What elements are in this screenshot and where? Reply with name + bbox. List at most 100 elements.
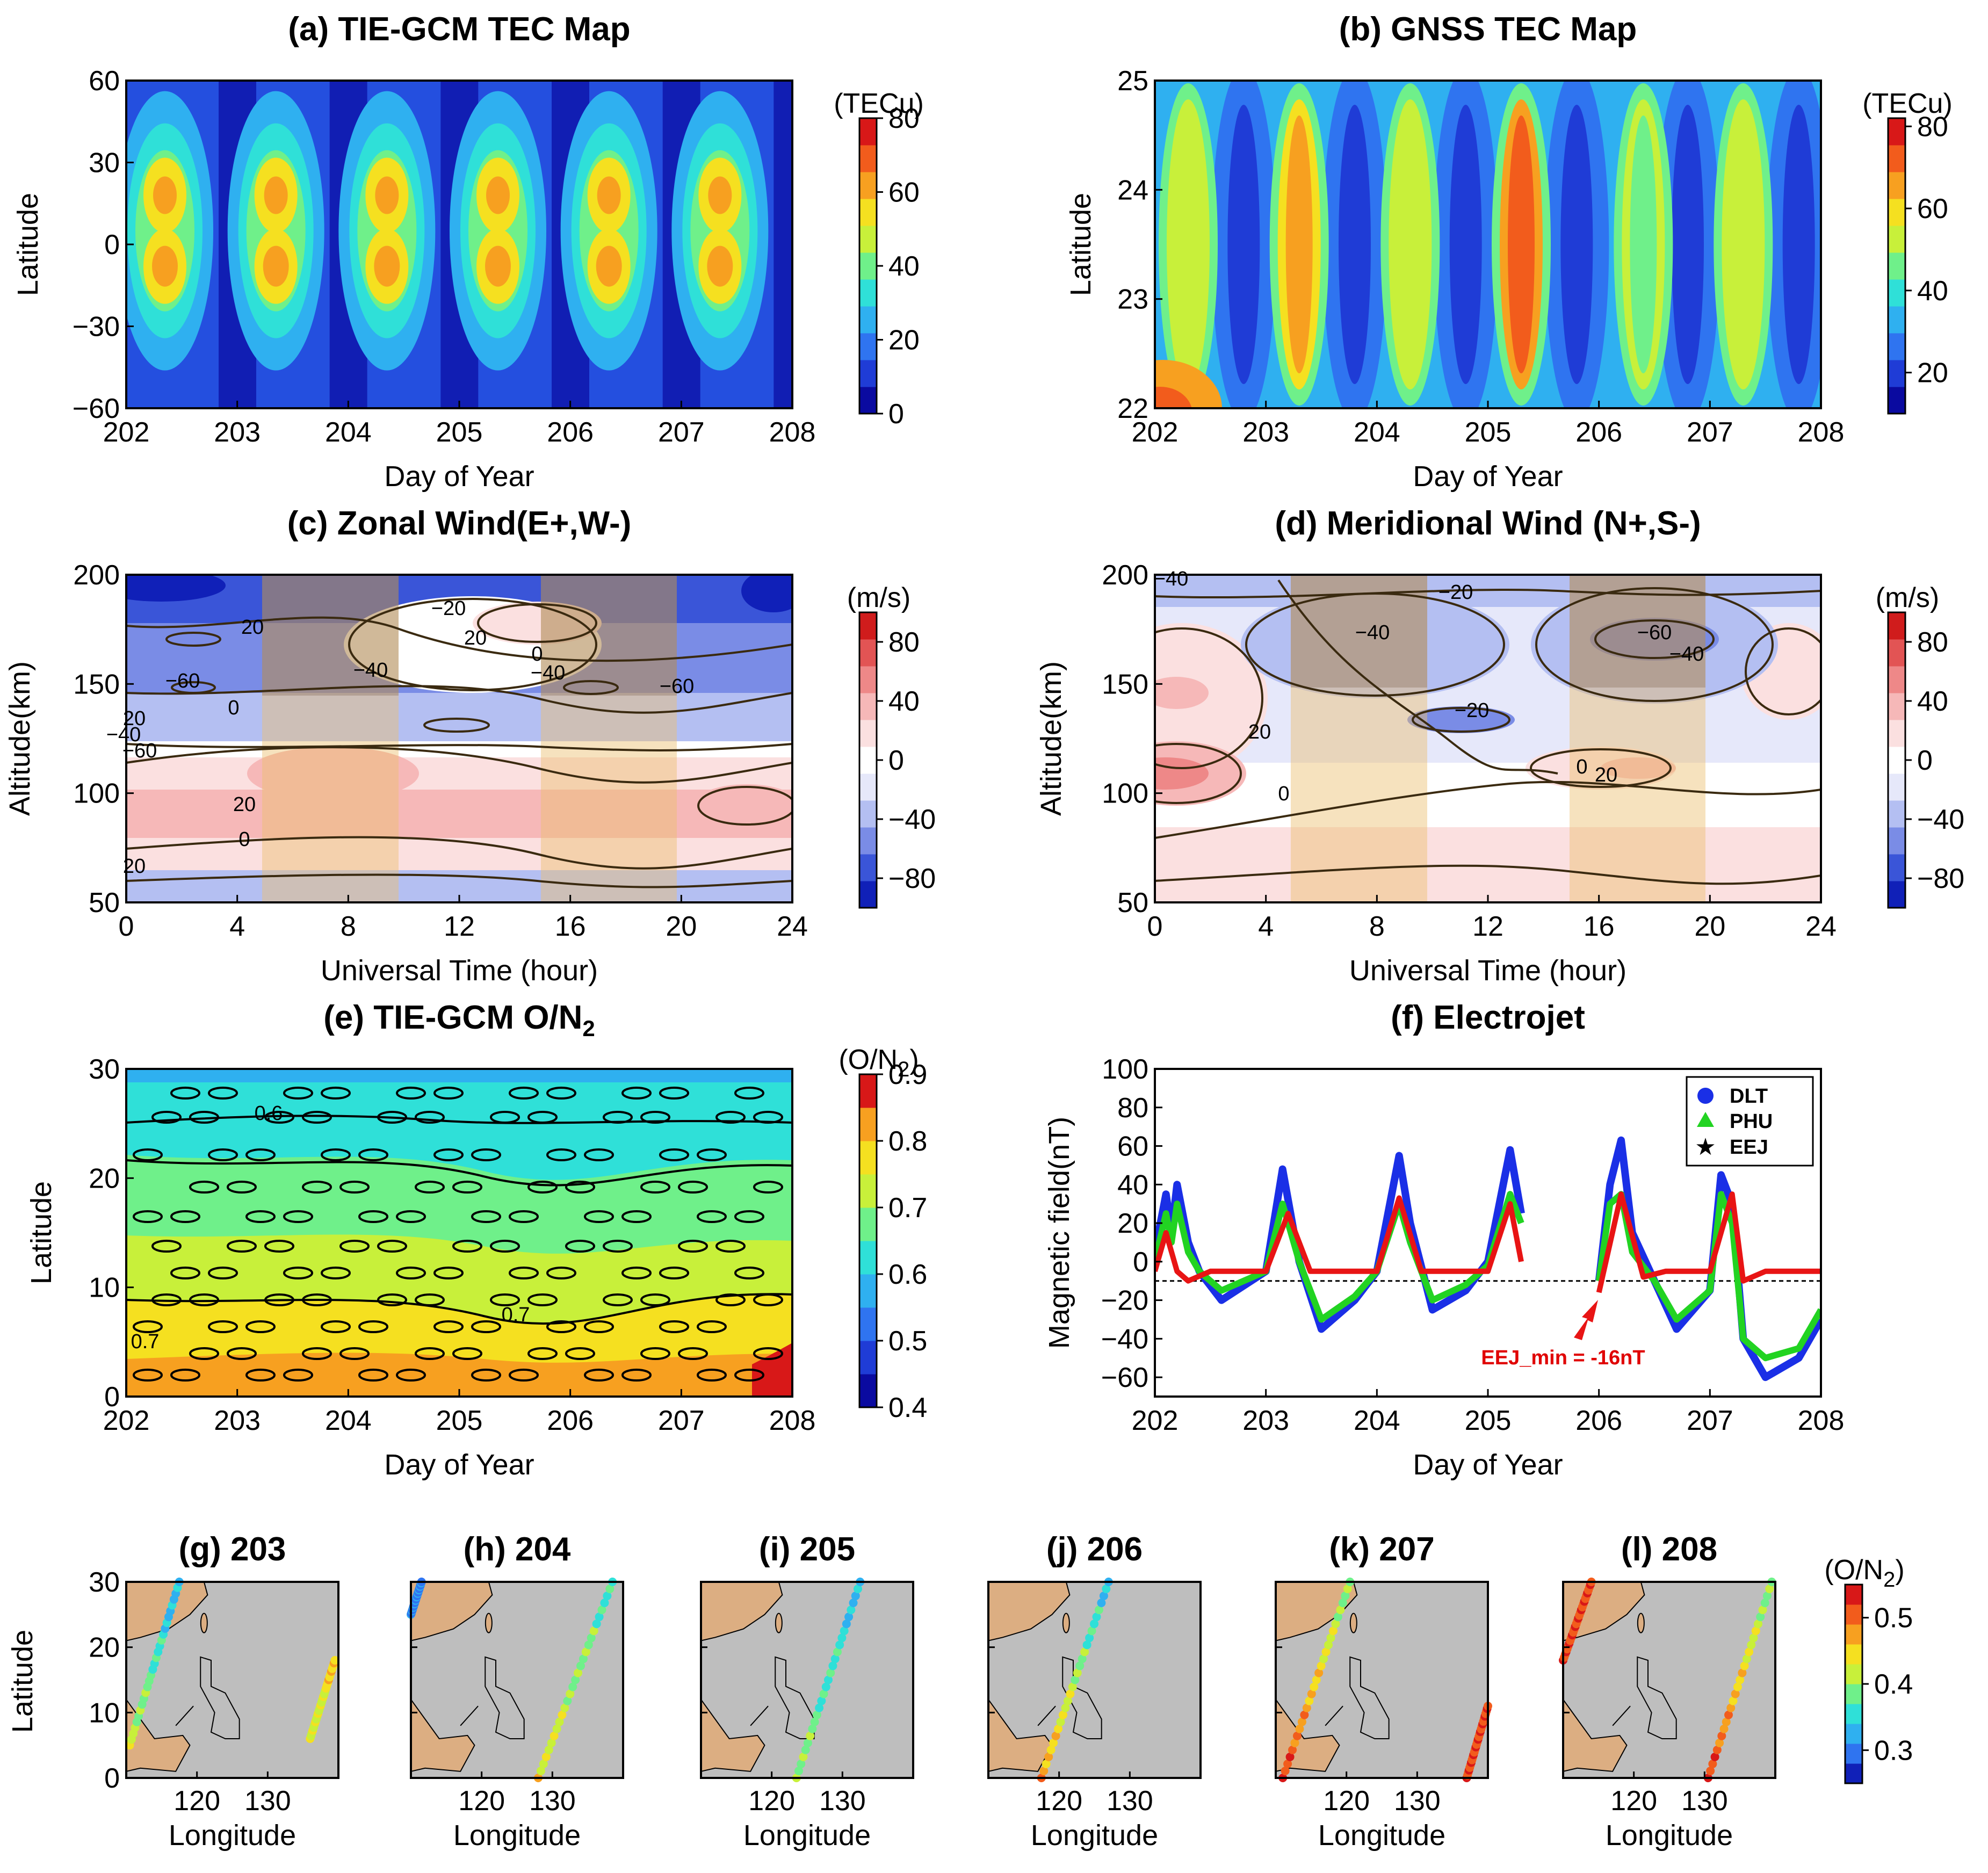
contour-oval <box>339 1240 370 1253</box>
y-tick-label: 30 <box>89 148 120 179</box>
map-land-taiwan <box>1637 1612 1645 1633</box>
panel-e-contour-labels: 0.6 0.7 0.7 <box>131 1102 530 1353</box>
track-point <box>1726 1703 1736 1712</box>
contour-label: −40 <box>353 659 388 682</box>
contour-oval <box>490 1240 520 1253</box>
legend-eej-label: EEJ <box>1730 1136 1768 1159</box>
x-tick-label: 120 <box>1323 1785 1370 1817</box>
colorbar-segment <box>1888 279 1905 307</box>
colorbar-segment <box>859 1174 877 1208</box>
track-point <box>1747 1640 1756 1650</box>
contour-oval <box>640 1181 670 1194</box>
track-point <box>1054 1724 1063 1733</box>
contour-oval <box>678 1181 708 1194</box>
track-point <box>571 1675 580 1684</box>
colorbar-segment <box>1888 145 1905 172</box>
y-tick-label: 30 <box>89 1054 120 1085</box>
contour-oval <box>452 1181 482 1194</box>
contour-oval <box>527 1181 558 1194</box>
colorbar-unit: (O/N2) <box>1824 1554 1904 1592</box>
contour-oval <box>377 1293 407 1306</box>
panel-f-series <box>1155 1136 1821 1382</box>
track-point <box>821 1682 830 1691</box>
y-tick-label: 150 <box>73 669 120 700</box>
legend-phu-marker <box>1697 1112 1714 1127</box>
colorbar-segment <box>1888 387 1905 414</box>
map-xlabel: Longitude <box>1606 1819 1733 1852</box>
contour-oval <box>509 1267 539 1279</box>
contour-oval <box>621 1087 652 1100</box>
track-point <box>1042 1759 1051 1768</box>
track-point <box>579 1654 588 1664</box>
contour-oval <box>509 1369 539 1382</box>
contour-oval <box>245 1320 276 1333</box>
colorbar-segment <box>859 612 877 640</box>
map-xlabel: Longitude <box>1318 1819 1445 1852</box>
map-panel-title: (g) 203 <box>179 1531 286 1568</box>
colorbar-segment <box>1888 252 1905 280</box>
colorbar-tick-label: 80 <box>888 103 920 134</box>
maps-ylabel: Latitude <box>6 1630 39 1733</box>
colorbar-segment <box>859 279 877 307</box>
tec-blob <box>374 245 400 287</box>
track-point <box>1310 1682 1319 1691</box>
y-tick-label: 20 <box>1117 1208 1148 1239</box>
y-tick-label: 10 <box>89 1272 120 1304</box>
track-point <box>558 1710 567 1719</box>
track-point <box>600 1599 609 1608</box>
track-point <box>817 1696 826 1705</box>
panel-f: (f) Electrojet DLT PHU ★ EEJ EEJ_min = -… <box>1043 999 1844 1481</box>
track-point <box>1080 1647 1089 1657</box>
x-tick-label: 203 <box>1242 417 1289 448</box>
contour-label: 20 <box>464 627 487 649</box>
x-tick-label: 120 <box>458 1785 505 1817</box>
y-tick-label: 80 <box>1117 1093 1148 1124</box>
colorbar-tick-label: 0.5 <box>1874 1603 1913 1634</box>
track-point <box>595 1612 604 1622</box>
track-point <box>603 1592 612 1601</box>
contour-label: −60 <box>122 740 157 762</box>
map-land-china <box>1275 1581 1358 1641</box>
panel-d-colorbar: −80 −40 0 40 80 (m/s) <box>1876 582 1964 909</box>
contour-oval <box>546 1267 576 1279</box>
contour-oval <box>471 1148 501 1161</box>
panel-a-xlabel: Day of Year <box>384 460 534 493</box>
colorbar-segment <box>859 1307 877 1341</box>
track-point <box>587 1633 596 1643</box>
contour-oval <box>527 1293 558 1306</box>
panel-d: (d) Meridional Wind (N+,S-) <box>1035 505 1964 987</box>
contour-oval <box>753 1181 783 1194</box>
colorbar-segment <box>1888 226 1905 253</box>
contour-oval <box>659 1267 689 1279</box>
map-frame <box>1275 1581 1489 1779</box>
contour-oval <box>452 1240 482 1253</box>
colorbar-unit: (m/s) <box>1876 582 1939 613</box>
night-trough-core <box>1782 105 1815 384</box>
track-point <box>1075 1661 1085 1670</box>
track-point <box>833 1647 842 1657</box>
contour-oval <box>471 1210 501 1223</box>
unit-main: (O/N <box>1824 1554 1883 1586</box>
contour-oval <box>396 1210 426 1223</box>
contour-label: 0 <box>1576 756 1587 778</box>
x-tick-label: 205 <box>436 1405 483 1436</box>
contour-oval <box>659 1087 689 1100</box>
contour-oval <box>659 1148 689 1161</box>
contour-oval <box>189 1293 219 1306</box>
map-outline-philippines <box>1349 1656 1390 1739</box>
contour-oval <box>189 1181 219 1194</box>
x-tick-label: 208 <box>1798 1405 1845 1436</box>
panel-f-legend: DLT PHU ★ EEJ <box>1686 1076 1814 1167</box>
y-tick-label: 100 <box>1102 1054 1148 1085</box>
y-tick-label: −30 <box>73 312 120 343</box>
x-tick-label: 202 <box>103 417 150 448</box>
contour-oval <box>697 1148 727 1161</box>
contour-oval <box>546 1087 576 1100</box>
track-point <box>828 1661 837 1670</box>
contour-oval <box>208 1087 238 1100</box>
panel-c-heatmap <box>126 575 792 902</box>
panel-f-annotation: EEJ_min = -16nT <box>1481 1300 1645 1369</box>
track-point <box>1729 1696 1738 1705</box>
